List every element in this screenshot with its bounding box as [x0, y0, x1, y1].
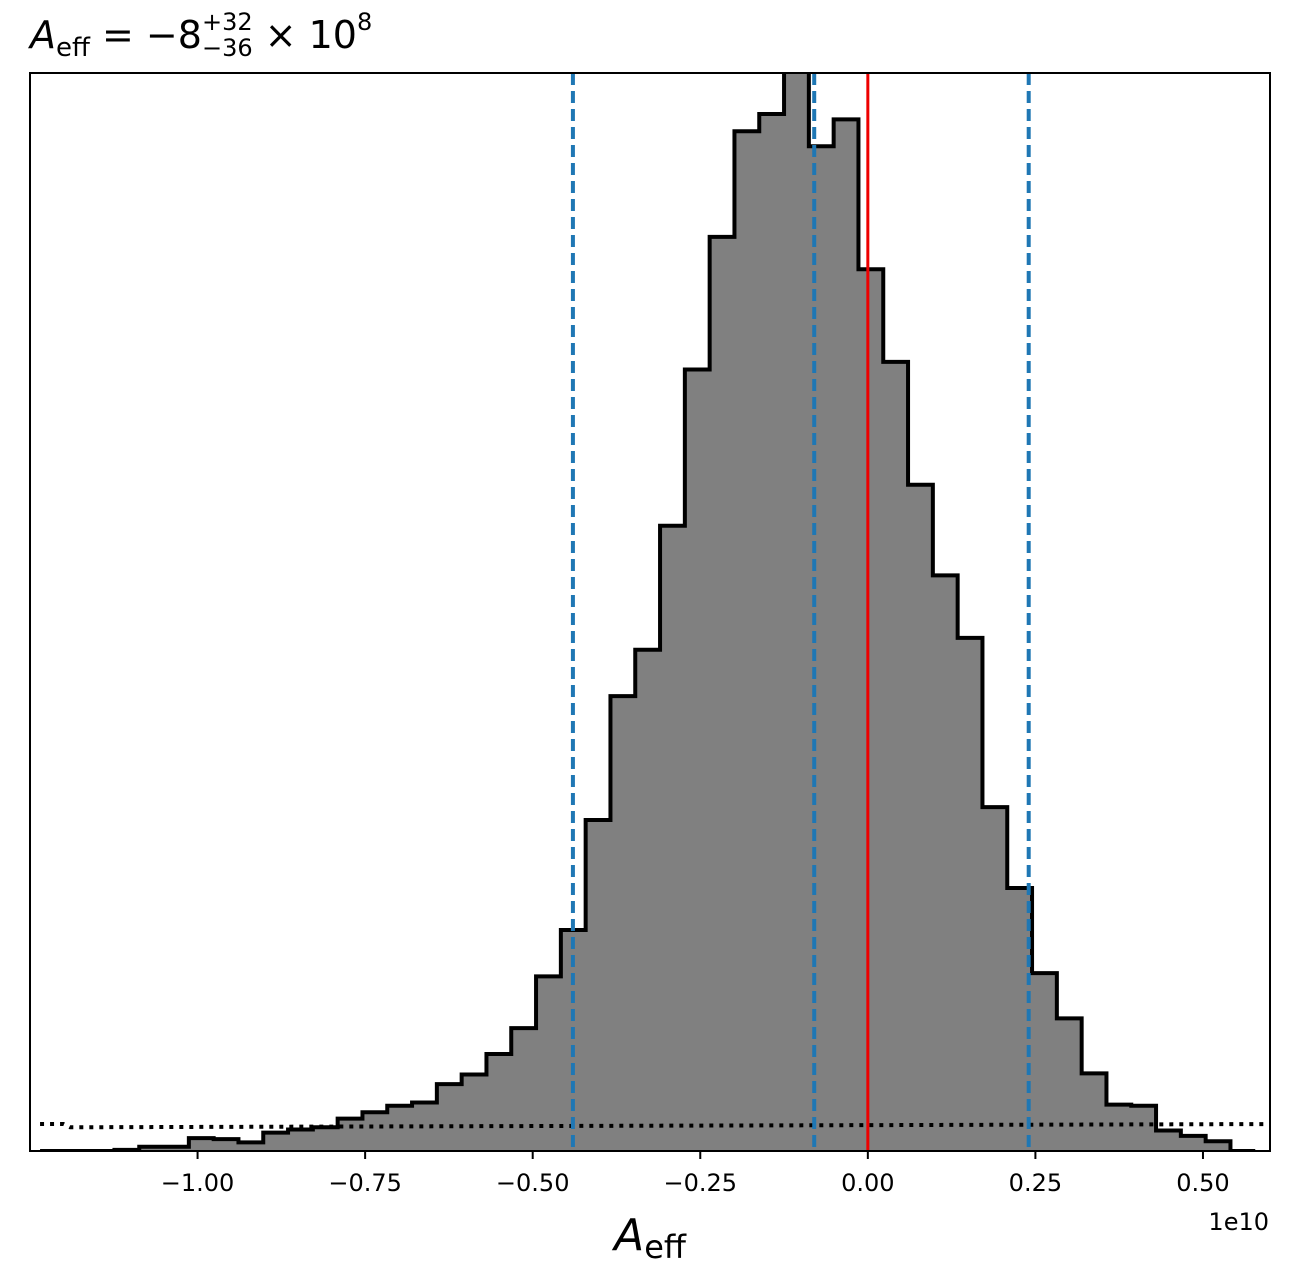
x-tick-label: −0.25 — [663, 1169, 737, 1197]
histogram-bar — [709, 236, 736, 1151]
x-tick-label: 0.50 — [1176, 1169, 1229, 1197]
histogram-bar — [238, 1142, 264, 1151]
x-tick-label: −0.50 — [496, 1169, 570, 1197]
x-tick-label: −0.75 — [328, 1169, 402, 1197]
histogram-bar — [1205, 1141, 1232, 1151]
x-axis-ticks: −1.00 −0.75 −0.50 −0.25 0.00 0.25 0.50 — [161, 1151, 1230, 1197]
histogram-bar — [461, 1074, 488, 1151]
x-axis-offset-label: 1e10 — [1208, 1208, 1269, 1236]
histogram-bar — [1156, 1130, 1182, 1151]
x-tick-label: −1.00 — [161, 1169, 235, 1197]
histogram-bar — [908, 484, 934, 1151]
histogram-bar — [312, 1127, 339, 1151]
histogram-bar — [213, 1139, 240, 1151]
title-times-ten: × 10 — [253, 13, 357, 57]
histogram-bar — [337, 1118, 364, 1151]
histogram-bar — [883, 361, 909, 1151]
histogram-bar — [957, 637, 984, 1151]
x-axis-label: Aeff — [611, 1210, 687, 1266]
histogram-bar — [188, 1138, 215, 1151]
histogram-bar — [263, 1132, 289, 1151]
histogram-bar — [610, 696, 636, 1151]
histogram-bar — [1131, 1105, 1157, 1151]
histogram-bar — [139, 1146, 165, 1151]
histogram-bar — [858, 269, 884, 1151]
title-symbol-subscript: eff — [56, 33, 91, 63]
histogram-bar — [635, 649, 661, 1151]
histogram-bar — [660, 525, 686, 1151]
x-axis-label-subscript: eff — [644, 1228, 687, 1266]
chart-title: Aeff = −8+32 −36 × 108 — [27, 8, 372, 63]
histogram-bar — [1081, 1073, 1108, 1151]
histogram-bar — [1056, 1018, 1083, 1151]
histogram-bar — [833, 119, 860, 1151]
histogram-bar — [288, 1129, 314, 1151]
histogram-outline — [40, 73, 1256, 1151]
histogram-bar — [734, 131, 760, 1151]
histogram-bar — [536, 976, 562, 1151]
histogram-bar — [1180, 1135, 1207, 1151]
histogram-bar — [585, 820, 612, 1151]
title-lower-error: −36 — [202, 34, 253, 62]
x-tick-label: 0.00 — [841, 1169, 894, 1197]
title-median: −8 — [146, 13, 202, 57]
title-upper-error: +32 — [202, 8, 253, 36]
title-symbol: A — [27, 13, 56, 57]
plot-area — [40, 73, 1270, 1151]
histogram-bar — [982, 807, 1008, 1151]
histogram-bar — [412, 1102, 438, 1151]
histogram-bar — [784, 73, 810, 1151]
prior-dotted-line — [40, 1122, 1270, 1130]
histogram-bar — [759, 113, 785, 1151]
histogram-bar — [1106, 1104, 1132, 1151]
histogram-bar — [932, 575, 959, 1151]
histogram-bar — [164, 1146, 190, 1151]
histogram-bar — [362, 1112, 388, 1151]
histogram-bar — [436, 1084, 463, 1151]
histogram-bar — [684, 369, 711, 1151]
x-axis-label-symbol: A — [611, 1210, 644, 1261]
histogram-bar — [511, 1028, 537, 1151]
axes-frame — [29, 72, 1271, 1152]
title-exponent: 8 — [357, 8, 372, 36]
x-tick-label: 0.25 — [1009, 1169, 1062, 1197]
histogram-bar — [486, 1053, 512, 1151]
histogram-bar — [1032, 973, 1058, 1151]
title-equals: = — [90, 13, 146, 57]
